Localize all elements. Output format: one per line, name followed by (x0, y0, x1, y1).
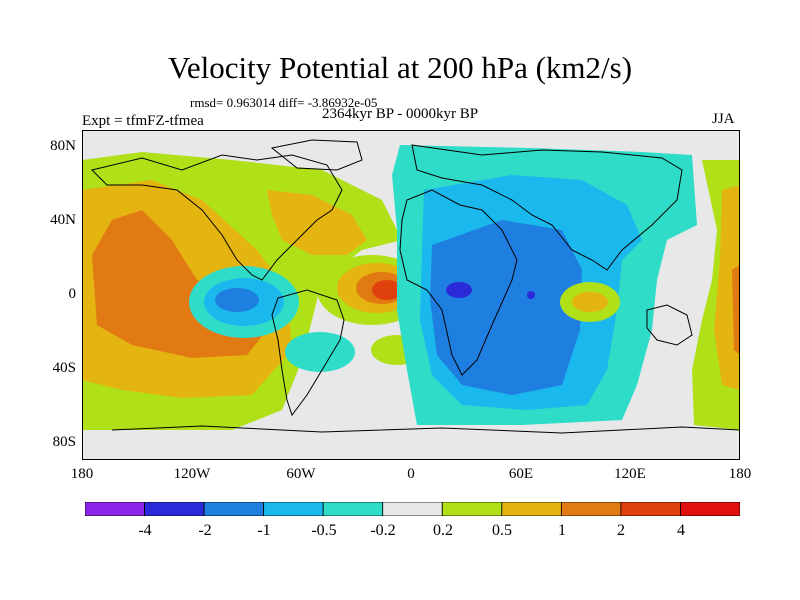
y-tick-80n: 80N (50, 138, 76, 154)
figure-title: Velocity Potential at 200 hPa (km2/s) (167, 50, 633, 85)
colorbar-swatch (382, 502, 443, 516)
season-label: JJA (712, 111, 735, 127)
colorbar-label-1: 1 (558, 522, 566, 539)
colorbar-label-neg2: -2 (198, 522, 212, 539)
map-frame (82, 130, 740, 460)
colorbar-label-2: 2 (617, 522, 625, 539)
colorbar-label-05: 0.5 (492, 522, 512, 539)
colorbar-label-neg05: -0.5 (311, 522, 337, 539)
x-tick-180e: 180 (728, 466, 752, 482)
x-tick-180w: 180 (70, 466, 94, 482)
west-pacific-positive-anomaly (692, 160, 740, 430)
experiment-label: Expt = tfmFZ-tfmea (82, 113, 204, 129)
africa-indian-negative-anomaly (392, 145, 697, 425)
colorbar (85, 502, 740, 516)
colorbar-swatch (560, 502, 622, 516)
y-tick-eq: 0 (68, 286, 77, 302)
colorbar-swatch (501, 502, 562, 516)
colorbar-swatch (322, 502, 384, 516)
period-label: 2364kyr BP - 0000kyr BP (322, 106, 479, 122)
colorbar-swatch (620, 502, 681, 516)
x-tick-60w: 60W (286, 466, 316, 482)
colorbar-label-neg1: -1 (257, 522, 271, 539)
colorbar-label-4: 4 (677, 522, 685, 539)
x-tick-0: 0 (407, 466, 415, 482)
x-tick-120w: 120W (173, 466, 211, 482)
colorbar-label-neg4: -4 (138, 522, 152, 539)
velocity-potential-map (82, 130, 740, 460)
x-tick-60e: 60E (508, 466, 534, 482)
colorbar-label-02: 0.2 (433, 522, 453, 539)
maritime-positive-anomaly (560, 282, 620, 322)
y-tick-40n: 40N (50, 212, 76, 228)
colorbar-swatch (85, 502, 145, 516)
colorbar-swatch (441, 502, 503, 516)
y-tick-80s: 80S (52, 434, 76, 450)
x-tick-120e: 120E (614, 466, 646, 482)
colorbar-swatch (203, 502, 265, 516)
americas-negative-anomaly (189, 266, 355, 372)
coastlines (91, 139, 740, 434)
colorbar-swatch (680, 502, 740, 516)
colorbar-label-neg02: -0.2 (370, 522, 396, 539)
colorbar-swatch (144, 502, 205, 516)
y-tick-40s: 40S (52, 360, 76, 376)
stats-text: rmsd= 0.963014 diff= -3.86932e-05 (190, 95, 378, 110)
colorbar-swatch (263, 502, 324, 516)
